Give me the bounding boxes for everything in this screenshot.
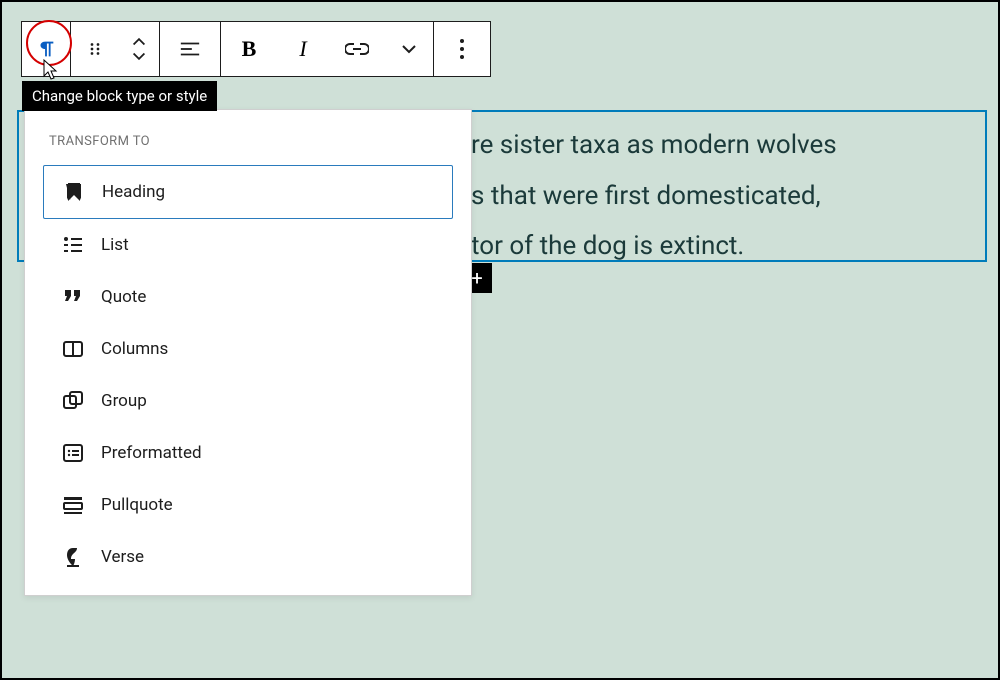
columns-icon	[61, 337, 85, 361]
transform-item-pullquote[interactable]: Pullquote	[43, 479, 453, 531]
drag-icon	[86, 40, 104, 58]
transform-item-heading[interactable]: Heading	[43, 165, 453, 219]
block-type-tooltip: Change block type or style	[22, 81, 217, 111]
drag-handle-button[interactable]	[71, 22, 119, 76]
transform-item-quote[interactable]: Quote	[43, 271, 453, 323]
transform-item-columns[interactable]: Columns	[43, 323, 453, 375]
transform-item-group[interactable]: Group	[43, 375, 453, 427]
kebab-icon	[459, 38, 465, 60]
transform-label: List	[101, 235, 129, 255]
bold-button[interactable]: B	[221, 22, 277, 76]
list-icon	[61, 233, 85, 257]
change-block-type-button[interactable]	[22, 22, 70, 76]
tooltip-text: Change block type or style	[32, 87, 207, 105]
transform-item-preformatted[interactable]: Preformatted	[43, 427, 453, 479]
bold-icon: B	[242, 36, 257, 62]
align-left-icon	[179, 40, 201, 58]
quote-icon	[61, 285, 85, 309]
transform-label: Group	[101, 391, 147, 411]
link-button[interactable]	[329, 22, 385, 76]
transform-label: Verse	[101, 547, 144, 567]
transform-item-verse[interactable]: Verse	[43, 531, 453, 583]
paragraph-icon	[35, 37, 57, 61]
link-icon	[345, 42, 369, 56]
plus-icon: +	[471, 266, 482, 290]
transform-label: Pullquote	[101, 495, 173, 515]
transform-label: Heading	[102, 182, 165, 202]
pullquote-icon	[61, 493, 85, 517]
italic-button[interactable]: I	[277, 22, 329, 76]
block-toolbar: B I	[21, 21, 491, 77]
transform-item-list[interactable]: List	[43, 219, 453, 271]
preformatted-icon	[61, 441, 85, 465]
verse-icon	[61, 545, 85, 569]
transform-label: Preformatted	[101, 443, 202, 463]
block-options-button[interactable]	[434, 22, 490, 76]
chevron-down-icon	[401, 44, 417, 54]
move-up-down-button[interactable]	[119, 22, 159, 76]
more-rich-text-button[interactable]	[385, 22, 433, 76]
transform-dropdown: TRANSFORM TO Heading List Quote	[24, 109, 472, 596]
move-icon	[130, 35, 148, 63]
paragraph-text: re sister taxa as modern wolves s that w…	[471, 120, 837, 272]
transform-label: Columns	[101, 339, 168, 359]
dropdown-header: TRANSFORM TO	[25, 110, 471, 161]
transform-label: Quote	[101, 287, 146, 307]
italic-icon: I	[299, 36, 306, 62]
align-button[interactable]	[160, 22, 220, 76]
heading-icon	[62, 180, 86, 204]
group-icon	[61, 389, 85, 413]
